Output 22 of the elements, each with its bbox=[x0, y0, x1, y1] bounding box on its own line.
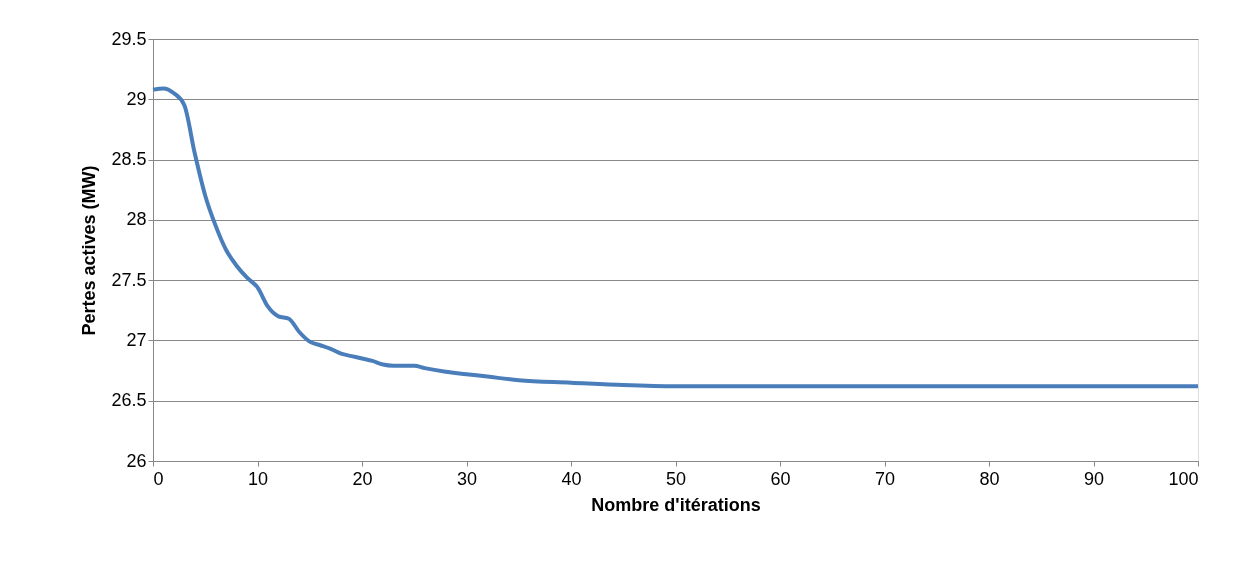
x-tick-label: 60 bbox=[770, 468, 791, 489]
x-tick-label: 80 bbox=[979, 468, 1000, 489]
y-tick-label: 26 bbox=[126, 450, 147, 471]
y-tick-label: 27.5 bbox=[111, 269, 147, 290]
x-tick-label: 50 bbox=[665, 468, 687, 489]
y-axis-title: Pertes actives (MW) bbox=[79, 165, 100, 336]
x-tick-label: 20 bbox=[352, 468, 373, 489]
x-tick-label: 40 bbox=[561, 468, 582, 489]
line-series bbox=[151, 86, 1200, 389]
y-tick-label: 26.5 bbox=[111, 390, 147, 411]
y-tick-label: 27 bbox=[126, 329, 147, 350]
x-tick-label: 30 bbox=[456, 468, 478, 489]
x-tick-label: 70 bbox=[874, 468, 896, 489]
x-tick-label: 100 bbox=[1168, 468, 1199, 489]
x-tick-label: 90 bbox=[1083, 468, 1105, 489]
y-tick-label: 29 bbox=[126, 88, 147, 109]
y-tick-label: 28 bbox=[126, 209, 147, 230]
x-axis-title: Nombre d'itérations bbox=[591, 494, 761, 515]
y-tick-label: 28.5 bbox=[111, 149, 147, 170]
y-tick-label: 29.5 bbox=[111, 28, 147, 49]
x-tick-label: 0 bbox=[153, 468, 164, 489]
x-tick-label: 10 bbox=[247, 468, 269, 489]
